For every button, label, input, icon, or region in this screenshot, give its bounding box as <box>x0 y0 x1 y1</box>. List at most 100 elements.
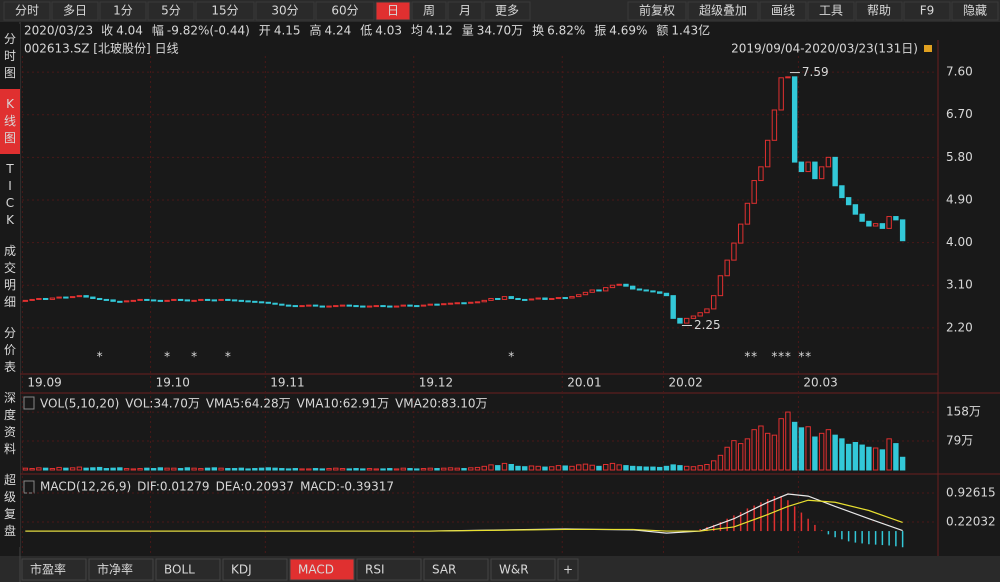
sidebar-label[interactable]: 深度资料 <box>4 391 16 456</box>
toolbar-label[interactable]: 多日 <box>63 4 87 18</box>
sidebar-label[interactable]: K 线图 <box>4 97 16 145</box>
toolbar-label[interactable]: F9 <box>920 4 935 18</box>
info-text: 额 <box>656 24 668 38</box>
bottom-tab[interactable] <box>21 558 87 581</box>
bottom-tab[interactable] <box>289 558 355 581</box>
toolbar-label[interactable]: 60分 <box>331 4 358 18</box>
volume-bar <box>265 467 272 471</box>
toolbar-button[interactable] <box>255 1 315 21</box>
tab-label[interactable]: KDJ <box>231 563 252 577</box>
tab-label[interactable]: W&R <box>499 563 529 577</box>
volume-bar <box>522 466 528 471</box>
toolbar-button[interactable] <box>807 1 855 21</box>
toolbar-button[interactable] <box>951 1 999 21</box>
candle-body <box>879 223 886 229</box>
volume-bar <box>663 465 670 471</box>
volume-bar <box>164 467 170 471</box>
candle-body <box>164 299 170 302</box>
tab-label[interactable]: SAR <box>432 563 456 577</box>
toolbar-button[interactable] <box>3 1 51 21</box>
toolbar-label[interactable]: 前复权 <box>639 3 675 18</box>
candle-body <box>535 297 541 300</box>
toolbar-label[interactable]: 更多 <box>495 4 519 18</box>
toolbar-button[interactable] <box>51 1 99 21</box>
candle-body <box>899 219 906 242</box>
toolbar-label[interactable]: 超级叠加 <box>699 3 747 18</box>
annotation-label: 7.59 <box>802 65 829 79</box>
bottom-tab[interactable] <box>356 558 422 581</box>
toolbar-label[interactable]: 分时 <box>15 4 39 18</box>
candle-body <box>501 296 508 300</box>
info-text: VMA5:64.28万 <box>206 397 291 411</box>
tab-label[interactable]: 市盈率 <box>30 562 66 577</box>
toolbar-label[interactable]: 1分 <box>113 4 133 18</box>
volume-bar <box>380 468 386 471</box>
sidebar-tab[interactable] <box>0 383 20 465</box>
bottom-tab[interactable] <box>222 558 288 581</box>
toolbar-label[interactable]: 帮助 <box>867 4 891 18</box>
toolbar-button[interactable] <box>627 1 687 21</box>
sidebar-tab[interactable] <box>0 154 20 236</box>
toolbar-label[interactable]: 30分 <box>271 4 298 18</box>
toolbar-label[interactable]: 工具 <box>819 4 843 18</box>
sidebar-label[interactable]: 分价表 <box>4 326 16 374</box>
toolbar-button[interactable] <box>99 1 147 21</box>
tab-label[interactable]: MACD <box>298 563 334 577</box>
toolbar-label[interactable]: 画线 <box>771 4 795 18</box>
toolbar-button[interactable] <box>195 1 255 21</box>
candle-body <box>366 305 373 308</box>
info-text: VMA10:62.91万 <box>297 397 389 411</box>
candle-body <box>555 297 562 300</box>
toolbar-label[interactable]: 隐藏 <box>963 4 987 18</box>
candle-body <box>751 180 757 204</box>
sidebar-label[interactable]: 成交明细 <box>4 244 16 309</box>
toolbar-label[interactable]: 周 <box>423 4 435 18</box>
volume-bar <box>690 466 697 471</box>
sidebar-tab[interactable] <box>0 236 20 318</box>
toolbar-label[interactable]: 日 <box>387 4 399 18</box>
tab-label[interactable]: RSI <box>365 563 385 577</box>
toolbar-button[interactable] <box>687 1 759 21</box>
sidebar-tab[interactable] <box>0 465 20 547</box>
toolbar-button[interactable] <box>411 1 447 21</box>
volume-bar <box>710 460 717 471</box>
bottom-tab[interactable] <box>557 558 579 581</box>
toolbar-button[interactable] <box>483 1 531 21</box>
info-text: 4.04 <box>116 24 143 38</box>
candle-body <box>103 298 110 301</box>
bottom-tab[interactable] <box>155 558 221 581</box>
sidebar-label[interactable]: 分时图 <box>4 32 16 80</box>
toolbar-label[interactable]: 月 <box>459 4 471 18</box>
toolbar-button[interactable] <box>759 1 807 21</box>
volume-bar <box>22 467 29 471</box>
tab-label[interactable]: 市净率 <box>97 562 133 577</box>
tab-label[interactable]: + <box>563 563 573 577</box>
info-text: VMA20:83.10万 <box>395 397 487 411</box>
bottom-tab[interactable] <box>490 558 556 581</box>
candle-body <box>515 297 521 300</box>
info-text: 4.15 <box>274 24 301 38</box>
toolbar-button[interactable] <box>375 1 411 21</box>
toolbar-button[interactable] <box>903 1 951 21</box>
toolbar-button[interactable] <box>855 1 903 21</box>
sidebar-tab[interactable] <box>0 89 20 154</box>
candle-body <box>96 297 103 300</box>
sidebar-tab[interactable] <box>0 318 20 383</box>
toolbar-button[interactable] <box>147 1 195 21</box>
toolbar-button[interactable] <box>447 1 483 21</box>
volume-bar <box>319 468 325 471</box>
candle-body <box>582 291 589 296</box>
sidebar-label[interactable]: 超级复盘 <box>4 472 16 538</box>
sidebar-tab[interactable] <box>0 24 20 89</box>
toolbar-label[interactable]: 15分 <box>211 4 238 18</box>
bottom-tab[interactable] <box>423 558 489 581</box>
toolbar-label[interactable]: 5分 <box>161 4 181 18</box>
volume-bar <box>279 468 285 471</box>
candle-body <box>252 300 258 303</box>
tab-label[interactable]: BOLL <box>164 563 195 577</box>
toolbar-button[interactable] <box>315 1 375 21</box>
candle-body <box>771 109 778 141</box>
bottom-tab[interactable] <box>88 558 154 581</box>
